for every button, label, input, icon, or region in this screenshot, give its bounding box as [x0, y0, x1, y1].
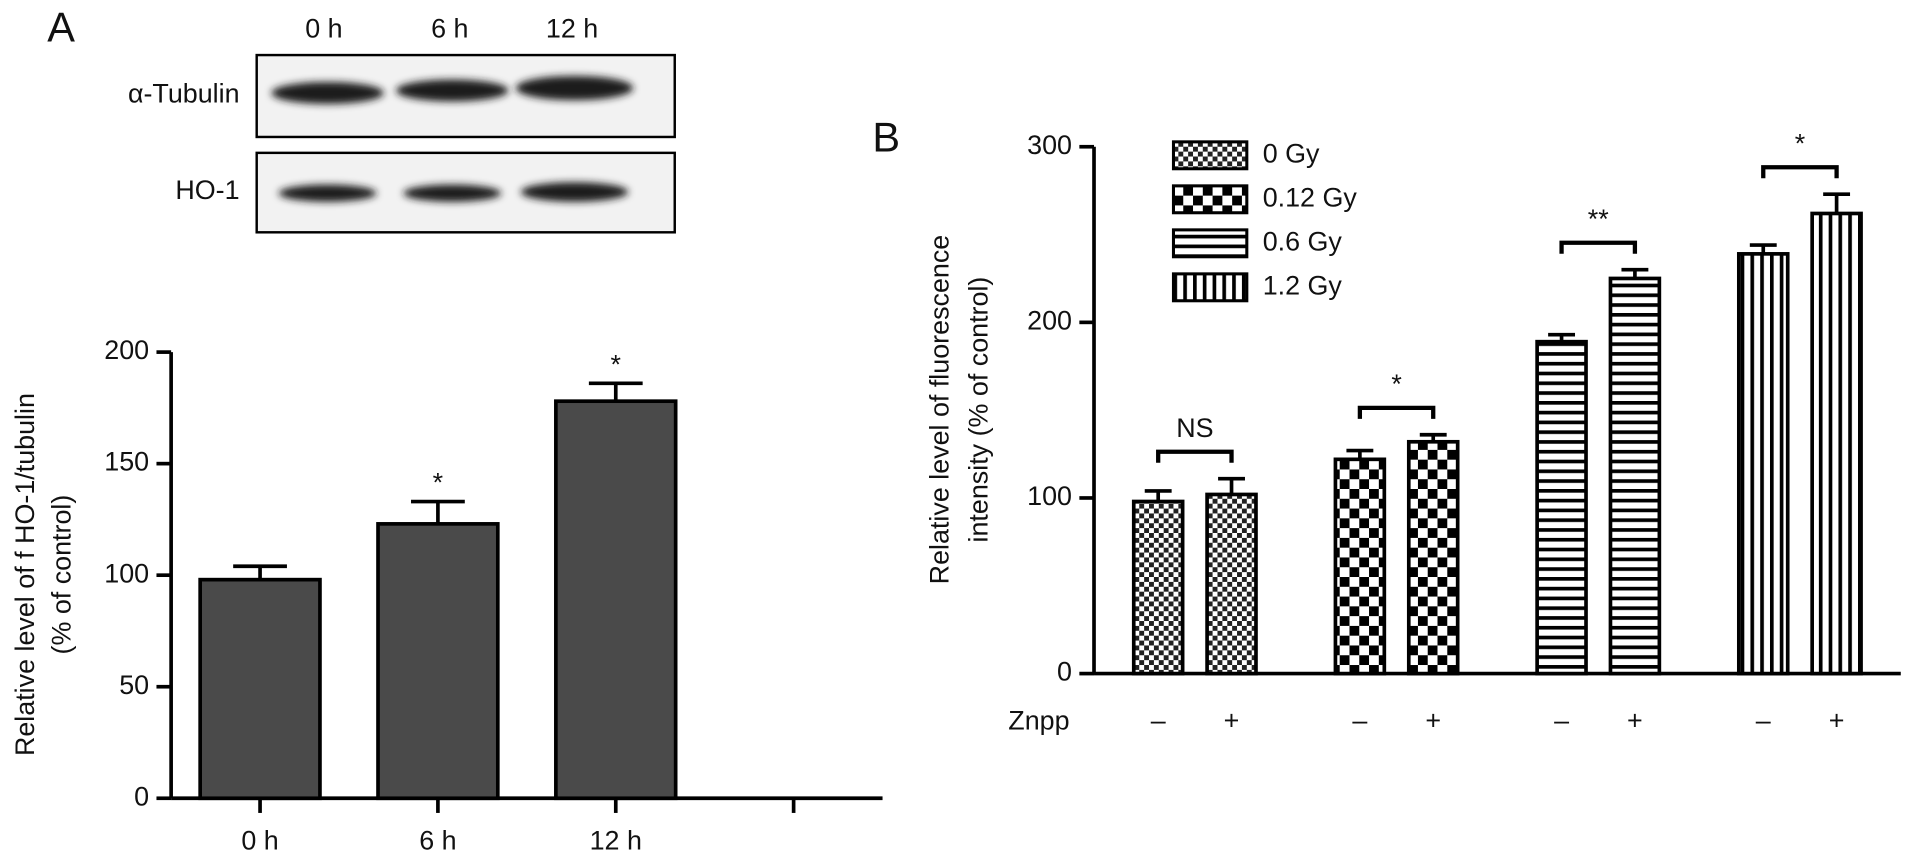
legend-label: 0 Gy — [1263, 138, 1320, 168]
x-tick-label: + — [1425, 706, 1441, 736]
bar — [1131, 499, 1185, 676]
y-axis-label: Relative level of f HO-1/tubulin — [10, 393, 40, 756]
bar — [554, 399, 678, 801]
y-tick-label: 0 — [1057, 657, 1072, 687]
bar — [1736, 252, 1790, 676]
lane-label: 6 h — [431, 14, 468, 44]
panel-label: A — [47, 4, 75, 51]
legend-swatch — [1171, 140, 1249, 171]
band — [403, 184, 502, 202]
lane-label: 12 h — [546, 14, 598, 44]
x-tick-label: – — [1352, 706, 1367, 736]
bar — [198, 577, 322, 801]
y-tick-label: 50 — [119, 670, 149, 700]
lane-label: 0 h — [305, 14, 342, 44]
significance-label: ** — [1588, 204, 1609, 234]
bar — [1535, 339, 1588, 676]
legend-swatch — [1171, 184, 1249, 215]
significance-label: NS — [1176, 413, 1213, 443]
x-tick-label: + — [1829, 706, 1845, 736]
x-tick-label: 12 h — [590, 825, 642, 855]
y-tick-label: 200 — [104, 335, 149, 365]
band — [520, 182, 629, 202]
band — [271, 81, 384, 104]
x-tick-label: 0 h — [241, 825, 278, 855]
y-tick-label: 100 — [104, 558, 149, 588]
significance-bracket — [1559, 240, 1638, 254]
x-row-label: Znpp — [1008, 706, 1069, 736]
x-tick-label: + — [1224, 706, 1240, 736]
bar — [376, 522, 500, 801]
y-tick-label: 100 — [1027, 481, 1072, 511]
legend-swatch — [1171, 228, 1249, 259]
y-axis-label: (% of control) — [47, 495, 77, 655]
x-tick-label: – — [1756, 706, 1771, 736]
legend-label: 1.2 Gy — [1263, 270, 1343, 300]
significance-bracket — [1357, 405, 1436, 419]
legend-label: 0.6 Gy — [1263, 226, 1343, 256]
band — [278, 184, 377, 202]
significance-label: * — [433, 468, 444, 498]
bar — [1810, 211, 1863, 676]
x-tick-label: – — [1151, 706, 1166, 736]
legend-swatch — [1171, 272, 1249, 303]
x-tick-label: + — [1627, 706, 1643, 736]
row-label: α-Tubulin — [128, 79, 240, 109]
y-tick-label: 150 — [104, 447, 149, 477]
y-tick-label: 300 — [1027, 130, 1072, 160]
x-tick-label: – — [1554, 706, 1569, 736]
western-blot: 0 h 6 h 12 h α-Tubulin HO-1 — [128, 14, 676, 234]
y-axis-label: Relative level of fluorescence — [924, 235, 954, 585]
significance-bracket — [1761, 165, 1839, 179]
significance-label: * — [1795, 128, 1806, 158]
y-tick-label: 0 — [134, 781, 149, 811]
significance-bracket — [1156, 449, 1234, 463]
bar — [1406, 439, 1460, 676]
band — [396, 79, 509, 102]
bar — [1205, 492, 1258, 676]
y-axis-label: intensity (% of control) — [963, 277, 993, 543]
significance-label: * — [1391, 369, 1402, 399]
bar — [1608, 276, 1662, 676]
significance-label: * — [611, 349, 622, 379]
x-tick-label: 6 h — [419, 825, 456, 855]
band — [515, 75, 634, 101]
panel-label: B — [872, 114, 900, 161]
legend-label: 0.12 Gy — [1263, 182, 1358, 212]
y-tick-label: 200 — [1027, 305, 1072, 335]
bar — [1333, 457, 1387, 676]
row-label: HO-1 — [175, 175, 239, 205]
